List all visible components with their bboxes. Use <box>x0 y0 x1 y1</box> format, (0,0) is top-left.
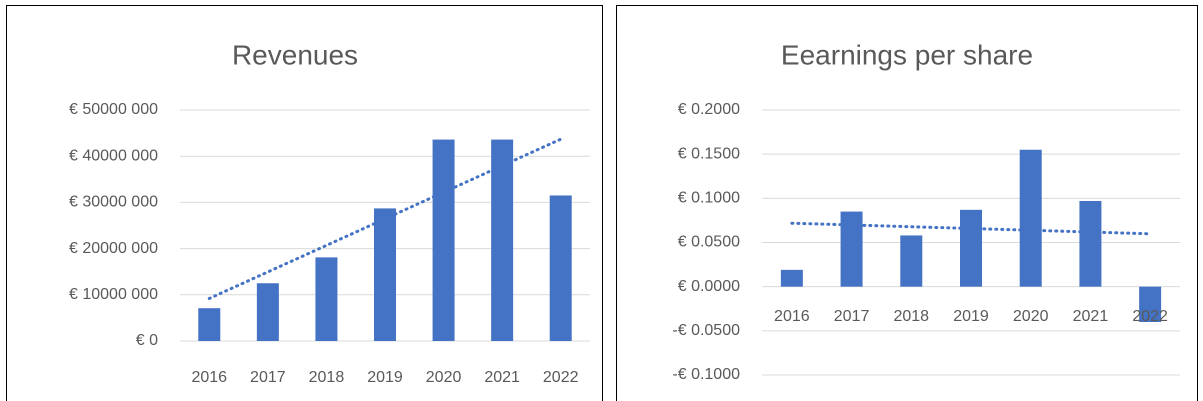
y-tick-label: € 10000 000 <box>69 286 158 303</box>
bar <box>840 211 863 287</box>
chart-title: Eearnings per share <box>781 39 1033 70</box>
x-tick-label: 2016 <box>774 308 810 325</box>
bar <box>432 139 455 341</box>
bar <box>900 235 923 287</box>
y-tick-label: -€ 0.0500 <box>672 322 740 339</box>
x-tick-label: 2021 <box>484 369 520 386</box>
trendline <box>207 137 563 300</box>
bar <box>315 257 338 341</box>
x-tick-label: 2016 <box>191 369 227 386</box>
y-tick-label: € 0.2000 <box>678 101 740 118</box>
bar <box>1019 149 1042 287</box>
x-tick-label: 2020 <box>426 369 462 386</box>
chart-title: Revenues <box>232 39 358 70</box>
x-tick-label: 2018 <box>893 308 929 325</box>
bar <box>198 308 221 341</box>
x-tick-label: 2020 <box>1013 308 1049 325</box>
x-tick-label: 2022 <box>1132 308 1168 325</box>
y-tick-label: € 0.0500 <box>678 234 740 251</box>
bar <box>256 283 279 341</box>
panel-border <box>616 5 1198 401</box>
bar <box>960 209 982 287</box>
y-tick-label: € 30000 000 <box>69 194 158 211</box>
x-tick-label: 2021 <box>1073 308 1109 325</box>
y-tick-label: € 20000 000 <box>69 240 158 257</box>
y-tick-label: -€ 0.1000 <box>672 366 740 383</box>
x-tick-label: 2018 <box>309 369 345 386</box>
y-tick-label: € 0.1500 <box>678 145 740 162</box>
bar <box>374 208 396 341</box>
x-tick-label: 2017 <box>250 369 286 386</box>
x-tick-label: 2017 <box>834 308 870 325</box>
bar <box>549 195 572 341</box>
bar <box>780 269 803 287</box>
y-tick-label: € 0.1000 <box>678 190 740 207</box>
y-tick-label: € 0.0000 <box>678 278 740 295</box>
x-tick-label: 2019 <box>367 369 403 386</box>
y-tick-label: € 40000 000 <box>69 147 158 164</box>
y-tick-label: € 0 <box>136 332 158 349</box>
x-tick-label: 2019 <box>953 308 989 325</box>
x-tick-label: 2022 <box>543 369 579 386</box>
panel-border <box>6 5 603 401</box>
bar <box>491 139 514 341</box>
bar <box>1079 200 1102 287</box>
trendline <box>790 221 1152 236</box>
y-tick-label: € 50000 000 <box>69 101 158 118</box>
bar <box>1139 286 1162 322</box>
